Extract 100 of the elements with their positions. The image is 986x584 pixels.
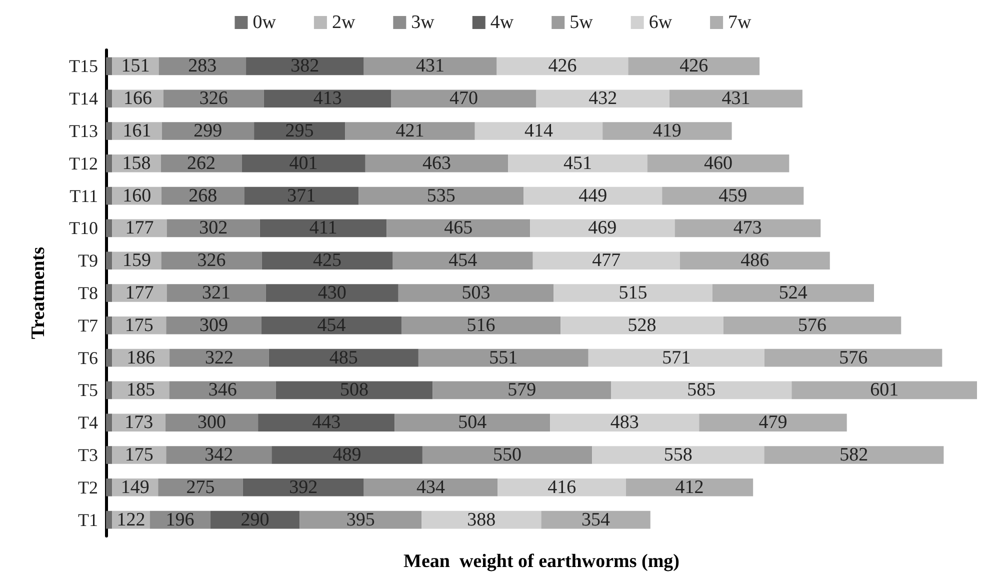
bar — [345, 122, 475, 140]
data-label: 326 — [197, 250, 226, 272]
bar — [670, 90, 802, 108]
bar — [764, 446, 944, 464]
bar — [106, 284, 112, 302]
data-label: 443 — [312, 412, 341, 434]
bar — [358, 186, 524, 205]
data-label: 434 — [416, 476, 446, 498]
bar — [272, 446, 422, 464]
legend-label: 0w — [252, 12, 276, 33]
data-label: 454 — [317, 314, 346, 336]
data-label: 268 — [188, 185, 218, 206]
bar — [723, 316, 902, 334]
bar — [536, 90, 670, 108]
bar — [106, 90, 112, 108]
bar — [166, 446, 272, 464]
data-label: 469 — [588, 218, 617, 239]
bar — [498, 478, 626, 496]
data-label: 504 — [458, 412, 488, 434]
bar — [592, 446, 764, 464]
data-label: 479 — [758, 412, 788, 434]
data-label: 149 — [120, 476, 150, 498]
y-tick-label: T5 — [78, 380, 98, 400]
data-label: 582 — [840, 444, 868, 466]
bar — [611, 381, 792, 400]
bar — [266, 284, 398, 302]
bar — [254, 122, 346, 140]
data-label: 413 — [313, 88, 342, 110]
legend-label: 4w — [490, 12, 514, 33]
data-label: 151 — [121, 56, 150, 77]
bar — [541, 510, 650, 529]
bar — [418, 348, 588, 367]
data-label: 463 — [422, 152, 452, 174]
bar — [432, 381, 612, 400]
bar — [300, 510, 422, 529]
data-label: 425 — [313, 250, 342, 272]
data-label: 388 — [467, 509, 496, 530]
bar — [106, 252, 112, 270]
data-label: 516 — [466, 314, 496, 336]
y-tick-label: T7 — [78, 315, 98, 336]
data-label: 395 — [346, 509, 375, 530]
data-label: 185 — [126, 380, 155, 401]
bar — [712, 284, 874, 302]
bar — [496, 57, 628, 76]
data-label: 473 — [733, 218, 762, 239]
bar — [160, 154, 242, 172]
bar — [166, 316, 262, 334]
data-label: 426 — [680, 56, 708, 77]
bar — [158, 478, 243, 496]
bar — [602, 122, 732, 140]
data-label: 122 — [116, 509, 146, 530]
bar — [242, 154, 366, 172]
data-label: 477 — [592, 250, 621, 272]
bar — [262, 252, 393, 270]
data-label: 528 — [628, 314, 656, 336]
bar — [106, 316, 112, 334]
data-label: 401 — [289, 152, 318, 174]
data-label: 186 — [126, 347, 156, 368]
bar — [106, 186, 112, 205]
y-axis-title: Treatments — [28, 246, 49, 340]
data-label: 486 — [740, 250, 770, 272]
bar — [647, 154, 790, 172]
data-label: 196 — [166, 509, 194, 530]
bar — [364, 478, 498, 496]
bar — [474, 122, 603, 140]
bar — [674, 219, 821, 238]
bar — [170, 348, 269, 367]
data-label: 160 — [122, 185, 152, 206]
bar — [764, 348, 942, 367]
data-label: 414 — [524, 120, 554, 142]
bar — [508, 154, 648, 172]
data-label: 503 — [462, 282, 490, 304]
data-label: 295 — [285, 120, 314, 142]
bar — [246, 57, 364, 76]
data-label: 412 — [675, 476, 704, 498]
bar — [532, 252, 680, 270]
bar — [626, 478, 754, 496]
data-label: 524 — [778, 282, 808, 304]
data-label: 431 — [416, 56, 445, 77]
bar — [261, 316, 402, 334]
data-label: 535 — [426, 185, 456, 206]
data-label: 283 — [188, 56, 217, 77]
data-label: 470 — [450, 88, 478, 110]
data-label: 321 — [202, 282, 231, 304]
data-label: 419 — [652, 120, 682, 142]
data-label: 485 — [329, 347, 358, 368]
y-tick-label: T10 — [69, 218, 98, 238]
data-label: 300 — [198, 412, 226, 434]
data-label: 166 — [124, 88, 152, 110]
data-label: 177 — [125, 218, 154, 239]
bar — [166, 284, 266, 302]
data-label: 392 — [289, 476, 318, 498]
data-label: 346 — [208, 380, 237, 401]
bar — [264, 90, 392, 108]
bar — [588, 348, 764, 367]
data-label: 465 — [444, 218, 473, 239]
data-label: 576 — [798, 314, 827, 336]
data-label: 309 — [200, 314, 228, 336]
data-label: 354 — [582, 509, 611, 530]
data-label: 342 — [204, 444, 234, 466]
